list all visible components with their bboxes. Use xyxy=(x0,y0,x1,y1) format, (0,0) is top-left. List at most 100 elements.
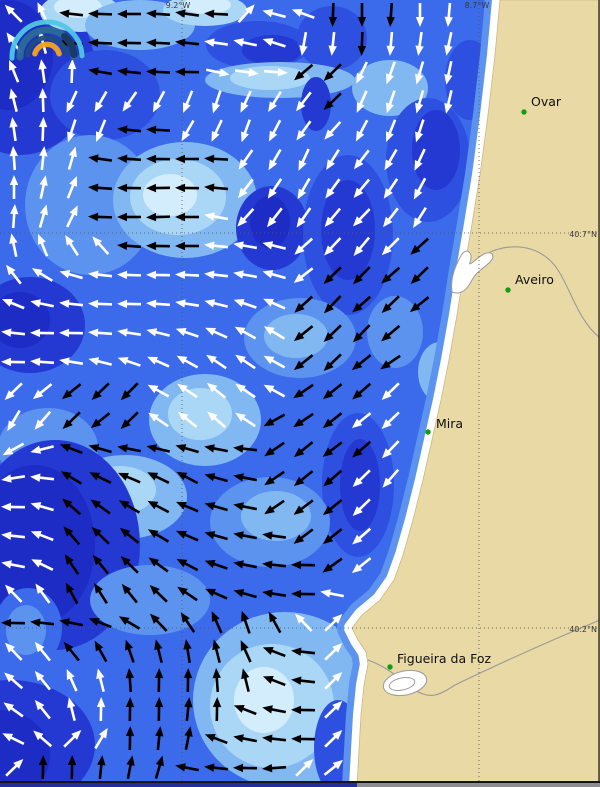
black-arrow xyxy=(291,676,316,685)
white-arrow xyxy=(94,90,108,113)
wave-height-contour xyxy=(264,314,328,358)
white-arrow xyxy=(146,299,171,308)
white-arrow xyxy=(263,298,286,310)
white-arrow xyxy=(177,383,198,399)
black-arrow xyxy=(233,589,257,599)
black-arrow xyxy=(146,444,171,453)
white-arrow xyxy=(5,264,22,285)
town-markers: Ovar Aveiro Mira Figueira da Foz xyxy=(387,94,562,670)
black-arrow xyxy=(204,444,229,453)
white-arrow xyxy=(262,270,286,280)
white-arrow xyxy=(414,148,426,171)
black-arrow xyxy=(88,212,113,222)
white-arrow xyxy=(10,204,19,229)
white-arrow xyxy=(30,445,54,454)
white-arrow xyxy=(4,382,23,401)
logo-arc xyxy=(9,19,85,61)
black-arrow xyxy=(352,382,372,400)
black-arrow xyxy=(120,382,139,401)
black-arrow xyxy=(147,529,170,543)
black-arrow xyxy=(175,67,200,77)
white-arrow xyxy=(1,298,25,310)
black-arrow xyxy=(204,502,228,512)
white-arrow xyxy=(238,149,254,170)
white-arrow xyxy=(237,178,254,199)
white-arrow xyxy=(67,146,77,170)
white-arrow xyxy=(355,119,369,142)
white-arrow xyxy=(212,90,222,114)
white-arrow xyxy=(34,699,51,720)
white-arrow xyxy=(88,328,113,337)
logo-arc xyxy=(32,41,62,57)
white-arrow xyxy=(233,38,258,47)
white-arrow xyxy=(415,31,424,56)
coastline-land xyxy=(337,0,600,787)
white-arrow xyxy=(4,642,23,661)
black-arrow xyxy=(117,9,141,19)
white-arrow xyxy=(59,299,84,308)
white-arrow xyxy=(66,669,78,692)
white-arrow xyxy=(146,328,170,337)
black-arrow xyxy=(380,354,401,370)
lon-label: 8.7°W xyxy=(465,1,490,10)
white-arrow xyxy=(444,60,453,85)
black-arrow xyxy=(212,697,222,722)
white-arrow xyxy=(95,119,107,143)
black-arrow xyxy=(117,125,142,134)
white-arrow xyxy=(268,148,282,171)
black-arrow xyxy=(262,560,287,569)
white-arrow xyxy=(2,733,25,745)
white-arrow xyxy=(386,31,395,56)
white-arrow xyxy=(204,212,229,221)
black-arrow xyxy=(264,499,285,515)
white-arrow xyxy=(352,527,372,545)
black-arrow xyxy=(88,154,113,163)
white-arrow xyxy=(291,9,315,19)
black-arrow xyxy=(240,640,252,663)
black-arrow xyxy=(117,444,142,453)
white-arrow xyxy=(3,702,24,718)
logo-arc xyxy=(60,32,78,59)
black-arrow xyxy=(146,212,171,222)
black-arrow xyxy=(204,560,228,570)
white-arrow xyxy=(39,146,48,171)
white-arrow xyxy=(59,328,84,338)
black-arrow xyxy=(204,183,229,192)
white-arrow xyxy=(88,270,113,279)
black-arrow xyxy=(117,38,142,48)
black-arrow xyxy=(117,212,141,222)
black-arrow xyxy=(146,38,171,48)
white-arrow xyxy=(294,613,313,632)
black-arrow xyxy=(154,755,164,779)
white-arrow xyxy=(298,148,310,171)
white-arrow xyxy=(351,412,372,429)
black-arrow xyxy=(117,183,142,193)
white-arrow xyxy=(9,175,19,199)
white-arrow xyxy=(146,270,171,280)
white-arrow xyxy=(326,148,340,171)
white-arrow xyxy=(294,237,314,255)
black-arrow xyxy=(323,324,342,343)
white-arrow xyxy=(94,727,108,750)
white-arrow xyxy=(444,31,453,56)
white-arrow xyxy=(9,233,18,258)
black-arrow xyxy=(149,584,168,603)
black-arrow xyxy=(322,499,343,516)
black-arrow xyxy=(264,441,285,457)
white-arrow xyxy=(31,559,54,571)
black-arrow xyxy=(323,295,342,314)
wave-height-contour xyxy=(321,180,375,280)
white-arrow xyxy=(324,207,342,227)
white-arrow xyxy=(8,59,20,83)
black-arrow xyxy=(262,705,287,714)
white-arrow xyxy=(30,502,54,512)
white-arrow xyxy=(30,357,55,366)
white-arrow xyxy=(383,178,399,199)
black-arrow xyxy=(117,67,142,76)
black-arrow xyxy=(154,639,163,663)
white-arrow xyxy=(241,119,251,143)
black-arrow xyxy=(291,647,316,656)
black-arrow xyxy=(147,500,170,514)
